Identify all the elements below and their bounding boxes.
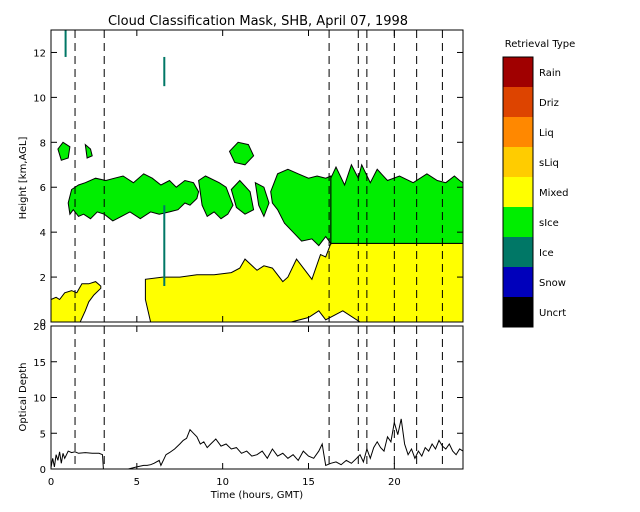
y-tick-label: 0 (40, 465, 46, 476)
optical-depth-panel: 0 5 10 15 20 0 5 10 15 20 (33, 322, 464, 488)
cloud-region-sice (254, 181, 270, 218)
legend-label-driz: Driz (539, 98, 559, 109)
legend-label-uncrt: Uncrt (539, 308, 566, 319)
legend-label-sice: sIce (539, 218, 559, 229)
x-tick-label: 5 (134, 477, 140, 488)
cloud-region-mixed (144, 242, 464, 323)
y-tick-label: 20 (33, 322, 46, 333)
legend-swatch-sice (503, 207, 533, 237)
y-tick-label: 5 (40, 429, 46, 440)
top-y-axis-label: Height [km,AGL] (18, 137, 29, 220)
legend-swatch-driz (503, 87, 533, 117)
cloud-region-sice (330, 163, 464, 244)
y-tick-label: 10 (33, 394, 46, 405)
legend-title: Retrieval Type (505, 39, 576, 50)
cloud-region-sice (84, 143, 93, 159)
cloud-region-sice (230, 179, 255, 215)
bottom-plot-frame (50, 325, 464, 470)
y-tick-label: 2 (40, 273, 46, 284)
cloud-region-mixed (50, 281, 102, 323)
legend-label-liq: Liq (539, 128, 554, 139)
legend-swatch-liq (503, 117, 533, 147)
x-tick-label: 0 (48, 477, 54, 488)
x-tick-label: 10 (216, 477, 229, 488)
legend-swatch-uncrt (503, 297, 533, 327)
cloud-region-sice (67, 173, 200, 222)
classification-panel: 0 2 4 6 8 10 12 (33, 29, 464, 329)
legend-swatch-mixed (503, 177, 533, 207)
legend: Retrieval Type Rain Driz Liq sLiq Mixed sIce I… (502, 39, 576, 328)
y-tick-label: 6 (40, 183, 46, 194)
legend-label-mixed: Mixed (539, 188, 569, 199)
cloud-region-sice (198, 175, 234, 220)
x-tick-label: 20 (388, 477, 401, 488)
legend-swatch-snow (503, 267, 533, 297)
legend-label-snow: Snow (539, 278, 566, 289)
y-tick-label: 12 (33, 48, 46, 59)
y-tick-label: 0 (40, 318, 46, 329)
legend-swatch-sliq (503, 147, 533, 177)
y-tick-label: 8 (40, 138, 46, 149)
cloud-region-sice (57, 141, 71, 161)
top-plot-frame (50, 29, 464, 323)
chart-title: Cloud Classification Mask, SHB, April 07… (108, 14, 408, 29)
y-tick-label: 10 (33, 93, 46, 104)
cloud-region-sice (270, 168, 332, 247)
optical-depth-line (50, 418, 464, 470)
legend-label-ice: Ice (539, 248, 554, 259)
cloud-region-sice (228, 141, 255, 166)
legend-frame (502, 56, 534, 328)
legend-swatch-rain (503, 57, 533, 87)
bottom-y-axis-label: Optical Depth (18, 363, 29, 432)
legend-swatch-ice (503, 237, 533, 267)
legend-label-rain: Rain (539, 68, 561, 79)
x-axis-label: Time (hours, GMT) (210, 490, 304, 501)
y-tick-label: 4 (40, 228, 46, 239)
legend-label-sliq: sLiq (539, 158, 559, 169)
x-tick-label: 15 (302, 477, 315, 488)
y-tick-label: 15 (33, 358, 46, 369)
